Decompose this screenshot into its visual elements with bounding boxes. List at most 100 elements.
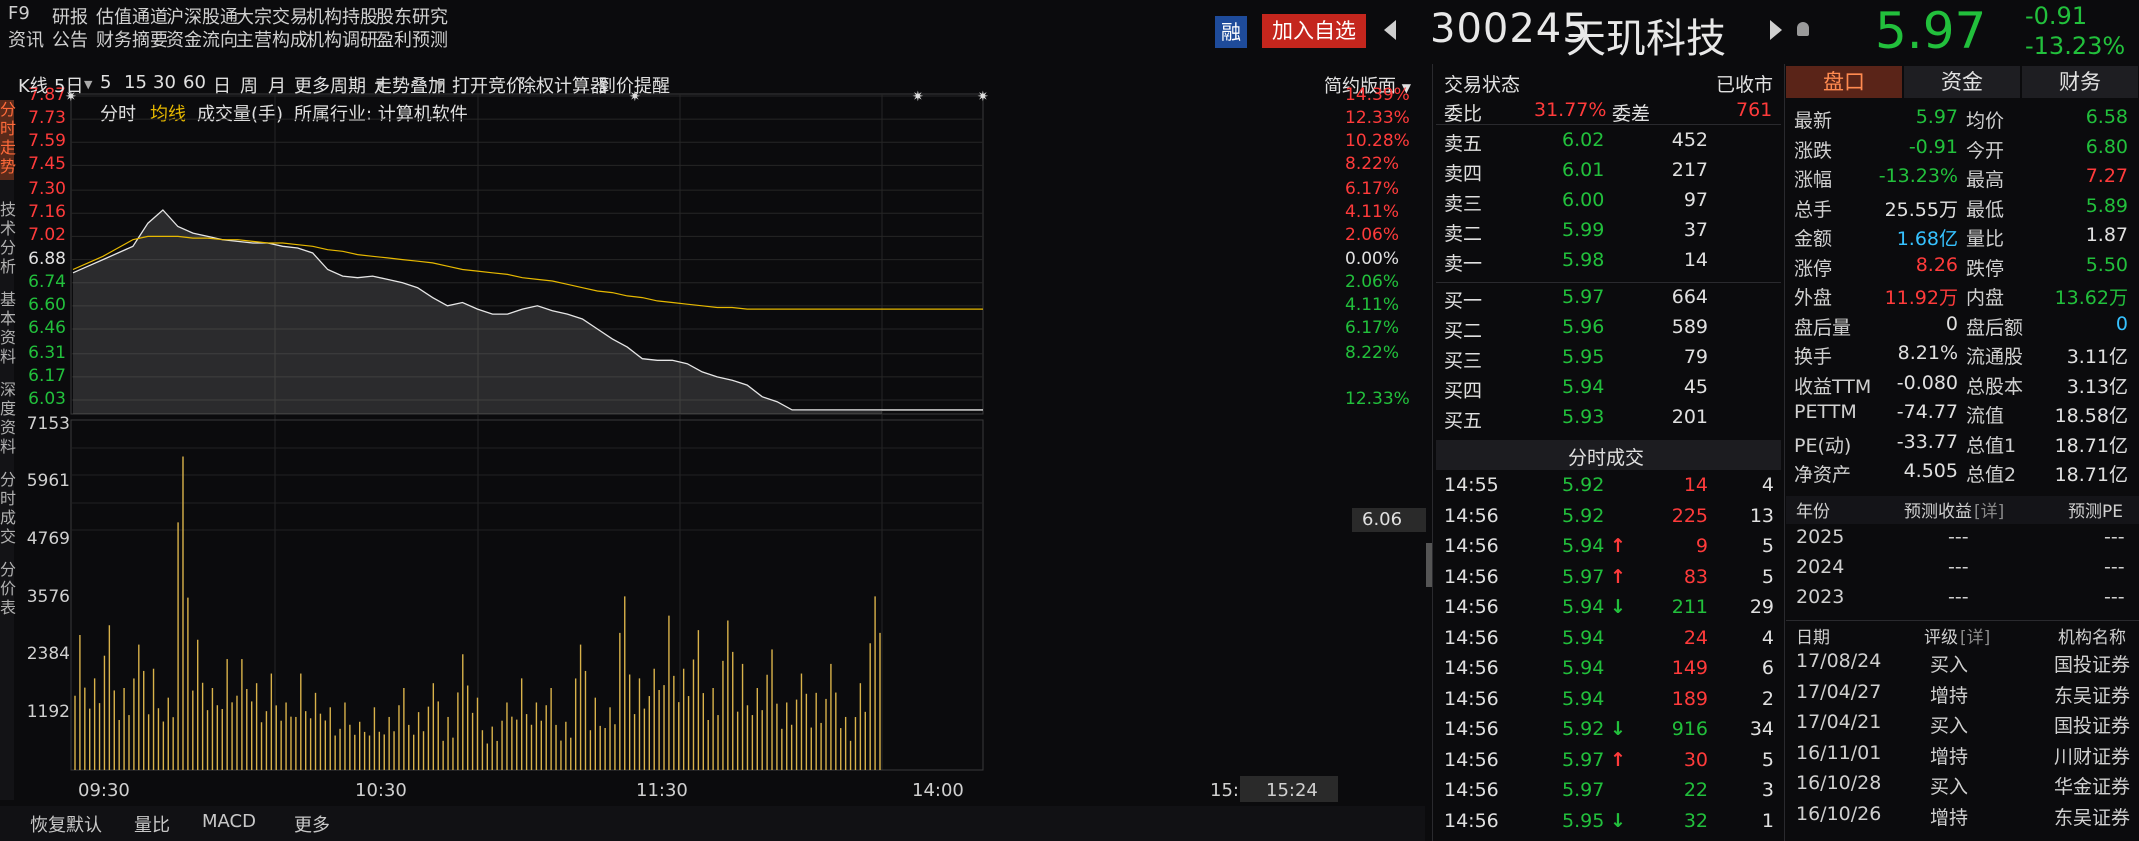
buy-level-price[interactable]: 5.96: [1562, 316, 1605, 338]
rating-org[interactable]: 华金证券: [2054, 776, 2131, 798]
quote-tab-0[interactable]: 盘口: [1786, 66, 1902, 98]
sell-level-price[interactable]: 5.98: [1562, 249, 1605, 271]
toolbar-item[interactable]: 5: [100, 72, 112, 93]
tick-price: 5.94: [1562, 535, 1605, 557]
forecast-detail-link[interactable]: [详]: [1974, 502, 2005, 522]
buy-level-price[interactable]: 5.95: [1562, 346, 1605, 368]
arrow-up-icon: ↑: [1610, 535, 1626, 557]
forecast-pe: ---: [2104, 586, 2125, 608]
rail-char: 技: [0, 200, 17, 219]
toolbar-item[interactable]: 5日: [54, 76, 84, 97]
buy-level-price[interactable]: 5.94: [1562, 376, 1605, 398]
bottom-bar-item[interactable]: 恢复默认: [30, 815, 102, 836]
rating-org[interactable]: 国投证券: [2054, 715, 2131, 737]
forecast-eps: ---: [1948, 556, 1969, 578]
toolbar-item[interactable]: K线: [18, 76, 48, 97]
nav-item[interactable]: 大宗交易: [236, 7, 308, 28]
weicha-label: 委差: [1612, 103, 1651, 125]
tick-volume: 30: [1683, 748, 1708, 771]
rail-char: 时: [0, 119, 17, 138]
intraday-chart[interactable]: ✷ ✷ ✷ ✷: [0, 0, 1430, 800]
ticks-header: [1436, 440, 1781, 470]
toolbar-item[interactable]: 30: [153, 72, 176, 93]
quote-tab-1[interactable]: 资金: [1904, 66, 2020, 98]
nav-item[interactable]: 财务摘要: [96, 30, 168, 51]
nav-item[interactable]: 机构持股: [306, 7, 378, 28]
layout-selector[interactable]: 简约版面 ▼: [1324, 72, 1411, 98]
toolbar-item[interactable]: 走势叠加: [374, 76, 446, 97]
y-tick-label: 6.17: [28, 365, 66, 386]
nav-item[interactable]: 主营构成: [236, 30, 308, 51]
toolbar-item[interactable]: 60: [183, 72, 206, 93]
left-rail-active[interactable]: [0, 100, 14, 180]
rating-org[interactable]: 东吴证券: [2054, 684, 2131, 707]
toolbar-item[interactable]: 除权计算器: [518, 76, 608, 97]
bottom-bar-item[interactable]: 量比: [134, 815, 170, 836]
tick-time: 14:56: [1444, 504, 1499, 527]
rail-char: 资: [0, 418, 17, 437]
bottom-bar-item[interactable]: 更多: [294, 815, 330, 836]
orderbook-panel: [1432, 64, 1783, 841]
tick-count: 13: [1749, 504, 1774, 527]
quote-tab-2[interactable]: 财务: [2022, 66, 2138, 98]
add-to-watchlist-button[interactable]: 加入自选: [1262, 14, 1366, 48]
nav-item[interactable]: 资讯: [8, 30, 44, 51]
next-stock-icon[interactable]: [1770, 20, 1782, 40]
y-tick-label: 7.87: [28, 85, 66, 105]
nav-item[interactable]: 沪深股通: [166, 7, 238, 28]
rating-org[interactable]: 东吴证券: [2054, 806, 2131, 829]
rating-org[interactable]: 国投证券: [2054, 654, 2131, 676]
sell-level-label: 卖四: [1444, 163, 1483, 185]
sell-level-price[interactable]: 5.99: [1562, 219, 1605, 241]
tick-count: 5: [1761, 748, 1774, 771]
splitter-handle[interactable]: [1426, 543, 1432, 587]
nav-item[interactable]: 机构调研: [306, 30, 378, 51]
toolbar-item[interactable]: 日: [213, 76, 231, 97]
y-tick-label: 6.74: [28, 271, 66, 292]
trade-status-label: 交易状态: [1444, 74, 1521, 96]
sell-level-price[interactable]: 6.02: [1562, 129, 1605, 151]
toolbar-item[interactable]: 更多周期: [294, 76, 366, 97]
pct-tick-label: 4.11%: [1345, 294, 1400, 315]
toolbar-item[interactable]: 15: [124, 72, 147, 93]
toolbar-item[interactable]: 打开竞价: [452, 76, 524, 97]
nav-item[interactable]: 盈利预测: [376, 30, 448, 51]
nav-item[interactable]: 股东研究: [376, 7, 448, 28]
toolbar-item[interactable]: 周: [240, 76, 258, 97]
rail-char: 价: [0, 579, 17, 598]
prev-stock-icon[interactable]: [1384, 20, 1396, 40]
event-marker-icon: ✷: [629, 89, 641, 105]
stock-code: 300245: [1430, 6, 1589, 52]
toolbar-item[interactable]: 月: [268, 76, 286, 97]
nav-item[interactable]: 估值通道: [96, 7, 168, 28]
alert-bell-icon[interactable]: [1797, 22, 1809, 36]
margin-trading-badge[interactable]: 融: [1215, 16, 1247, 48]
rail-char: 深: [0, 380, 17, 399]
tick-time: 14:56: [1444, 596, 1499, 618]
bottom-bar-item[interactable]: MACD: [202, 811, 256, 832]
nav-item[interactable]: 资金流向: [166, 30, 238, 51]
buy-level-price[interactable]: 5.93: [1562, 406, 1605, 428]
quote-value: 13.62万: [2054, 287, 2128, 309]
quote-label: 今开: [1966, 139, 2005, 162]
rail-char: 成: [0, 508, 17, 527]
nav-item[interactable]: 公告: [52, 30, 88, 51]
pct-tick-label: 8.22%: [1345, 342, 1400, 363]
tick-count: 1: [1761, 809, 1774, 832]
nav-item[interactable]: F9: [8, 3, 30, 24]
rail-char: 术: [0, 219, 17, 238]
buy-level-price[interactable]: 5.97: [1562, 286, 1605, 308]
rating-org[interactable]: 川财证券: [2054, 745, 2131, 768]
buy-level-volume: 201: [1671, 406, 1708, 428]
quote-label: 金额: [1794, 228, 1833, 250]
chevron-down-icon: ▼: [84, 78, 93, 91]
sell-level-volume: 217: [1671, 159, 1708, 181]
sell-level-price[interactable]: 6.01: [1562, 159, 1605, 181]
tick-time: 14:56: [1444, 626, 1499, 649]
toolbar-item[interactable]: 到价提醒: [598, 76, 670, 97]
volume-label: 成交量(手): [197, 104, 284, 125]
nav-item[interactable]: 研报: [52, 7, 88, 28]
sell-level-price[interactable]: 6.00: [1562, 189, 1605, 211]
buy-level-volume: 664: [1671, 286, 1708, 308]
rating-detail-link[interactable]: [详]: [1960, 628, 1991, 648]
